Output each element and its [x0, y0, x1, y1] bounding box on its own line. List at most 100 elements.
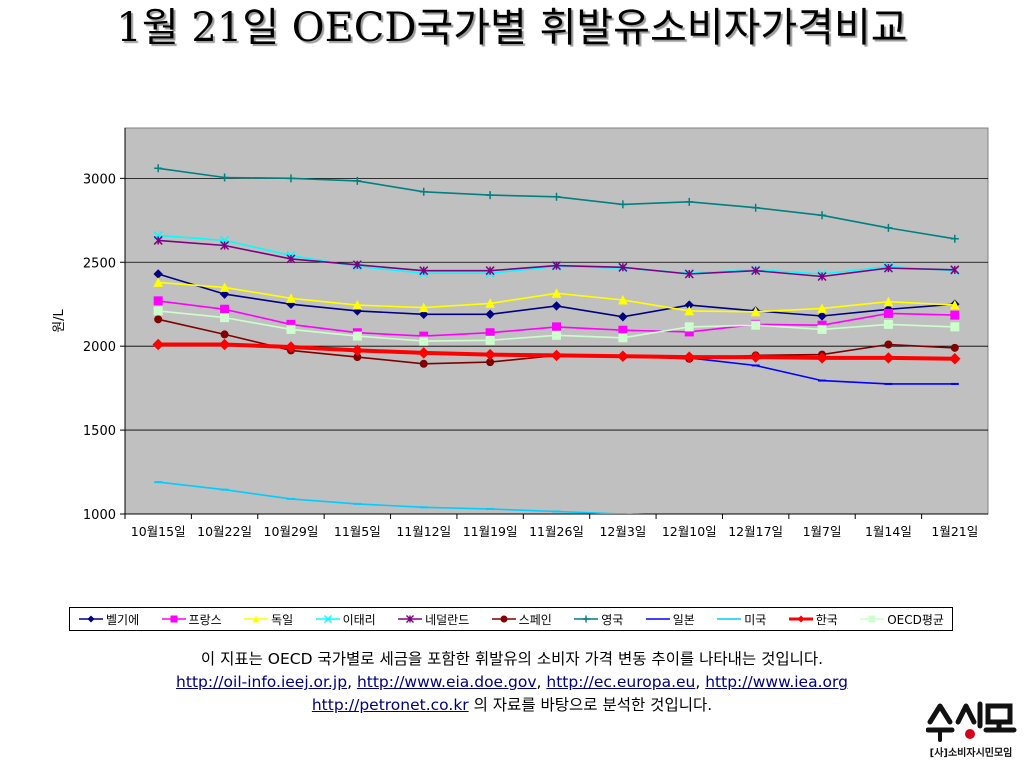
legend-marker [582, 615, 590, 623]
y-tick-label: 1000 [83, 508, 116, 523]
legend-swatch-marker [252, 615, 260, 623]
source-link-1[interactable]: http://oil-info.ieej.or.jp [176, 673, 348, 691]
data-point [418, 347, 430, 359]
data-point [950, 322, 960, 332]
legend-swatch-marker [87, 615, 95, 623]
data-point [618, 294, 628, 305]
data-point [817, 311, 827, 321]
legend-marker [406, 615, 415, 623]
legend-item: 스페인 [491, 611, 552, 628]
data-point [551, 301, 562, 311]
legend-swatch-icon [645, 618, 670, 620]
page-title: 1월 21일 OECD국가별 휘발유소비자가격비교 [116, 5, 908, 51]
data-point [950, 234, 959, 243]
data-point [153, 277, 164, 287]
legend-swatch-icon [491, 615, 516, 623]
data-point [552, 330, 561, 340]
legend-swatch-marker [797, 615, 805, 623]
data-point [219, 282, 230, 292]
data-point [154, 164, 163, 173]
legend-item: 네덜란드 [397, 611, 469, 628]
source-link-3[interactable]: http://ec.europa.eu [546, 673, 696, 691]
legend-marker [323, 615, 332, 623]
y-axis-label: 원/L [52, 308, 67, 332]
data-point [883, 296, 894, 307]
data-point [286, 293, 296, 303]
legend-label: 프랑스 [188, 612, 222, 627]
caption-line-3: http://petronet.co.kr 의 자료를 바탕으로 분석한 것입니… [40, 694, 984, 717]
data-point [485, 298, 495, 308]
data-point [353, 176, 362, 185]
data-point [351, 344, 364, 357]
data-point [152, 338, 164, 351]
x-tick-label: 10월15일 [131, 524, 186, 539]
data-point [551, 261, 562, 271]
legend-swatch-icon [788, 615, 813, 623]
x-tick-label: 1월14일 [865, 524, 912, 539]
y-tick-label: 3000 [83, 172, 116, 187]
source-link-2[interactable]: http://www.eia.doe.gov [356, 673, 537, 691]
legend-swatch-marker [500, 615, 508, 623]
legend-swatch-marker [406, 615, 415, 623]
legend-item: 한국 [788, 611, 838, 628]
data-point [419, 187, 428, 196]
x-tick-label: 1월7일 [803, 524, 842, 539]
data-point [550, 349, 563, 362]
legend-marker [500, 615, 508, 623]
legend-item: 미국 [716, 611, 766, 628]
legend-swatch-marker [868, 615, 876, 623]
data-point [484, 348, 496, 361]
legend-swatch-icon [398, 615, 423, 623]
data-point [751, 266, 761, 276]
legend-item: 프랑스 [161, 611, 222, 628]
legend-swatch-marker [170, 615, 178, 623]
legend-label: 이태리 [342, 612, 376, 627]
data-point [950, 343, 959, 352]
legend-item: 독일 [243, 611, 293, 628]
data-point [749, 351, 762, 363]
data-point [220, 313, 230, 323]
legend-label: 미국 [744, 612, 767, 627]
legend-label: 스페인 [518, 612, 552, 627]
data-point [153, 235, 163, 245]
x-tick-label: 11월12일 [396, 524, 451, 539]
caption-tail: 의 자료를 바탕으로 분석한 것입니다. [473, 696, 713, 714]
y-tick-label: 2500 [83, 256, 116, 271]
legend-marker [252, 615, 260, 623]
data-point [286, 254, 296, 264]
y-tick-label: 2000 [83, 340, 116, 355]
x-tick-label: 10월22일 [197, 524, 252, 539]
data-point [220, 240, 230, 251]
legend-label: 네덜란드 [425, 612, 470, 627]
legend-marker [868, 615, 876, 623]
data-point [219, 289, 230, 299]
source-link-5[interactable]: http://petronet.co.kr [311, 696, 469, 714]
x-tick-label: 10월29일 [264, 524, 319, 539]
legend-swatch-icon [244, 615, 269, 623]
legend-item: 영국 [573, 611, 623, 628]
logo-text: [사]소비자시민모임 [929, 748, 1013, 759]
data-point [485, 309, 495, 319]
x-tick-label: 12월3일 [599, 524, 646, 539]
data-point [751, 203, 760, 212]
legend-label: 한국 [815, 612, 838, 627]
data-point [419, 359, 428, 368]
data-point [552, 322, 561, 332]
data-point [285, 341, 297, 353]
legend-item: OECD평균 [859, 611, 944, 628]
legend-item: 벨기에 [78, 611, 139, 628]
logo-mark-icon [926, 701, 1017, 742]
data-point [817, 303, 827, 313]
data-point [419, 309, 429, 319]
x-tick-label: 11월26일 [529, 524, 584, 539]
legend-swatch-icon [860, 615, 885, 623]
data-point [220, 173, 229, 182]
series-3 [153, 277, 960, 317]
plot-area [124, 127, 989, 515]
legend-label: 영국 [601, 612, 624, 627]
y-tick-label: 1500 [83, 424, 116, 439]
data-point [551, 288, 562, 298]
source-link-4[interactable]: http://www.iea.org [705, 673, 848, 691]
data-point [485, 335, 495, 345]
data-point [418, 302, 429, 313]
